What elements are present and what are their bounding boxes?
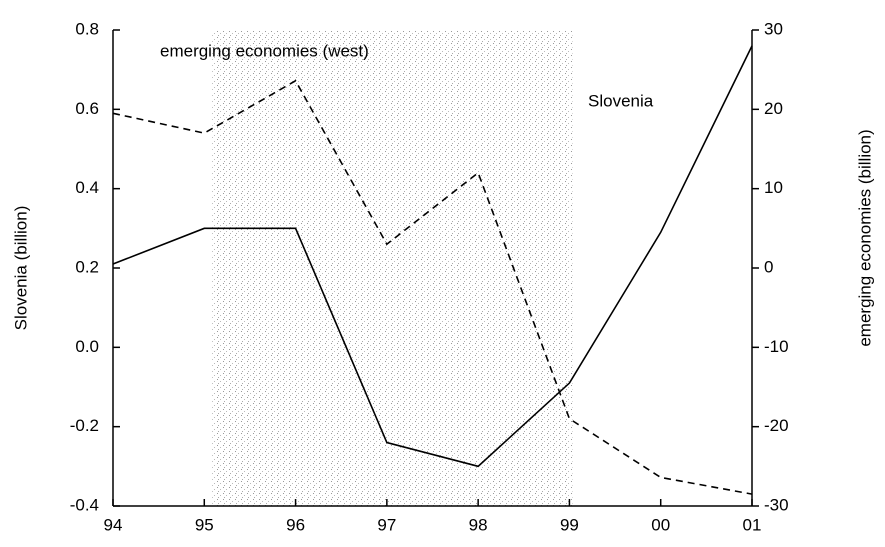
x-tick-label: 99 bbox=[560, 515, 579, 534]
series-line bbox=[112, 79, 753, 495]
x-tick-label: 97 bbox=[377, 515, 396, 534]
y2-tick-label: 0 bbox=[764, 257, 773, 276]
y2-axis-label: emerging economies (billion) bbox=[855, 129, 874, 346]
y-tick-label: 0.4 bbox=[75, 178, 99, 197]
x-tick-label: 96 bbox=[286, 515, 305, 534]
y-tick-label: 0.8 bbox=[75, 19, 99, 38]
series-label: emerging economies (west) bbox=[160, 41, 369, 60]
y-tick-label: 0.6 bbox=[75, 99, 99, 118]
series-label: Slovenia bbox=[588, 91, 654, 110]
y-axis-label: Slovenia (billion) bbox=[11, 206, 30, 331]
y2-tick-label: -20 bbox=[764, 416, 789, 435]
x-tick-label: 01 bbox=[743, 515, 762, 534]
y2-tick-label: 20 bbox=[764, 99, 783, 118]
x-tick-label: 94 bbox=[104, 515, 123, 534]
y2-tick-label: 10 bbox=[764, 178, 783, 197]
shaded-region bbox=[212, 30, 573, 506]
y-tick-label: -0.4 bbox=[70, 495, 99, 514]
y2-tick-label: -10 bbox=[764, 337, 789, 356]
y-tick-label: 0.2 bbox=[75, 257, 99, 276]
y-tick-label: 0.0 bbox=[75, 337, 99, 356]
y2-tick-label: 30 bbox=[764, 19, 783, 38]
y-tick-label: -0.2 bbox=[70, 416, 99, 435]
series-line bbox=[112, 45, 753, 468]
x-tick-label: 00 bbox=[651, 515, 670, 534]
x-tick-label: 98 bbox=[469, 515, 488, 534]
x-tick-label: 95 bbox=[195, 515, 214, 534]
y2-tick-label: -30 bbox=[764, 495, 789, 514]
